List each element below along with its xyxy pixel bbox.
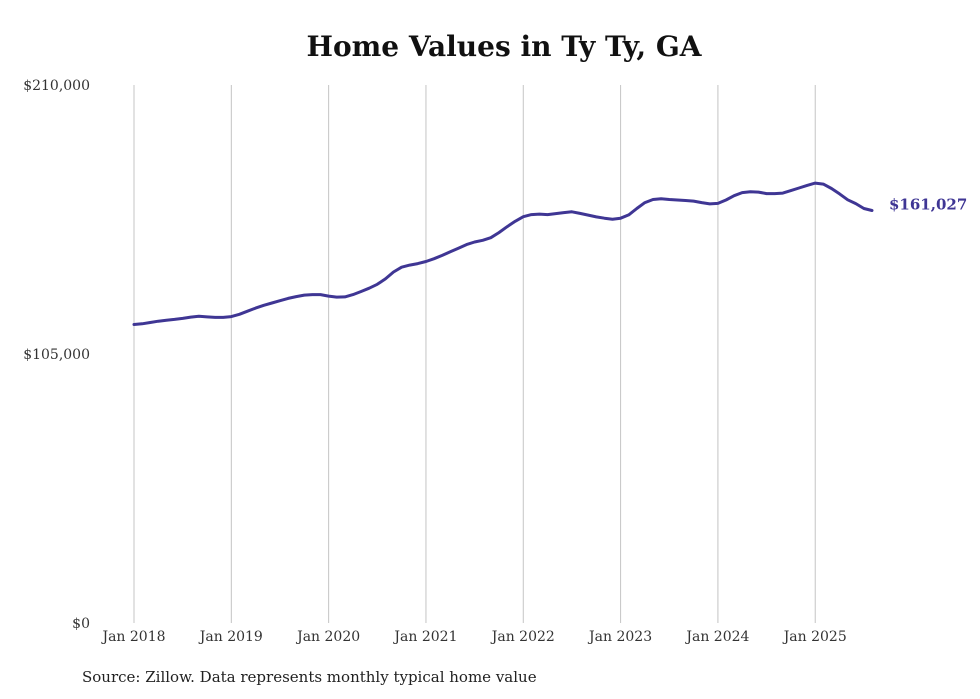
x-tick-label: Jan 2024 <box>684 629 749 645</box>
end-value-label: $161,027 <box>889 195 967 213</box>
line-chart: $0$105,000$210,000 Jan 2018 Jan 2019 Jan 2… <box>23 78 967 645</box>
y-tick-label: $210,000 <box>23 78 90 94</box>
x-tick-label: Jan 2018 <box>100 629 165 645</box>
x-tick-label: Jan 2023 <box>587 629 652 645</box>
x-tick-label: Jan 2021 <box>392 629 457 645</box>
x-tick-label: Jan 2025 <box>782 629 847 645</box>
x-tick-label: Jan 2022 <box>490 629 555 645</box>
chart-title: Home Values in Ty Ty, GA <box>306 30 702 63</box>
series: $161,027 <box>132 181 967 326</box>
source-note: Source: Zillow. Data represents monthly … <box>82 668 537 686</box>
x-tick-label: Jan 2020 <box>295 629 360 645</box>
series-line <box>132 181 874 326</box>
y-axis: $0 $105,000 $210,000 <box>23 78 90 632</box>
gridlines <box>133 85 816 623</box>
y-tick-label: $105,000 <box>23 347 90 363</box>
y-tick-label: $0 <box>72 616 90 632</box>
x-axis: Jan 2018 Jan 2019 Jan 2020 Jan 2021 Jan 2022… <box>100 629 846 645</box>
x-tick-label: Jan 2019 <box>198 629 263 645</box>
